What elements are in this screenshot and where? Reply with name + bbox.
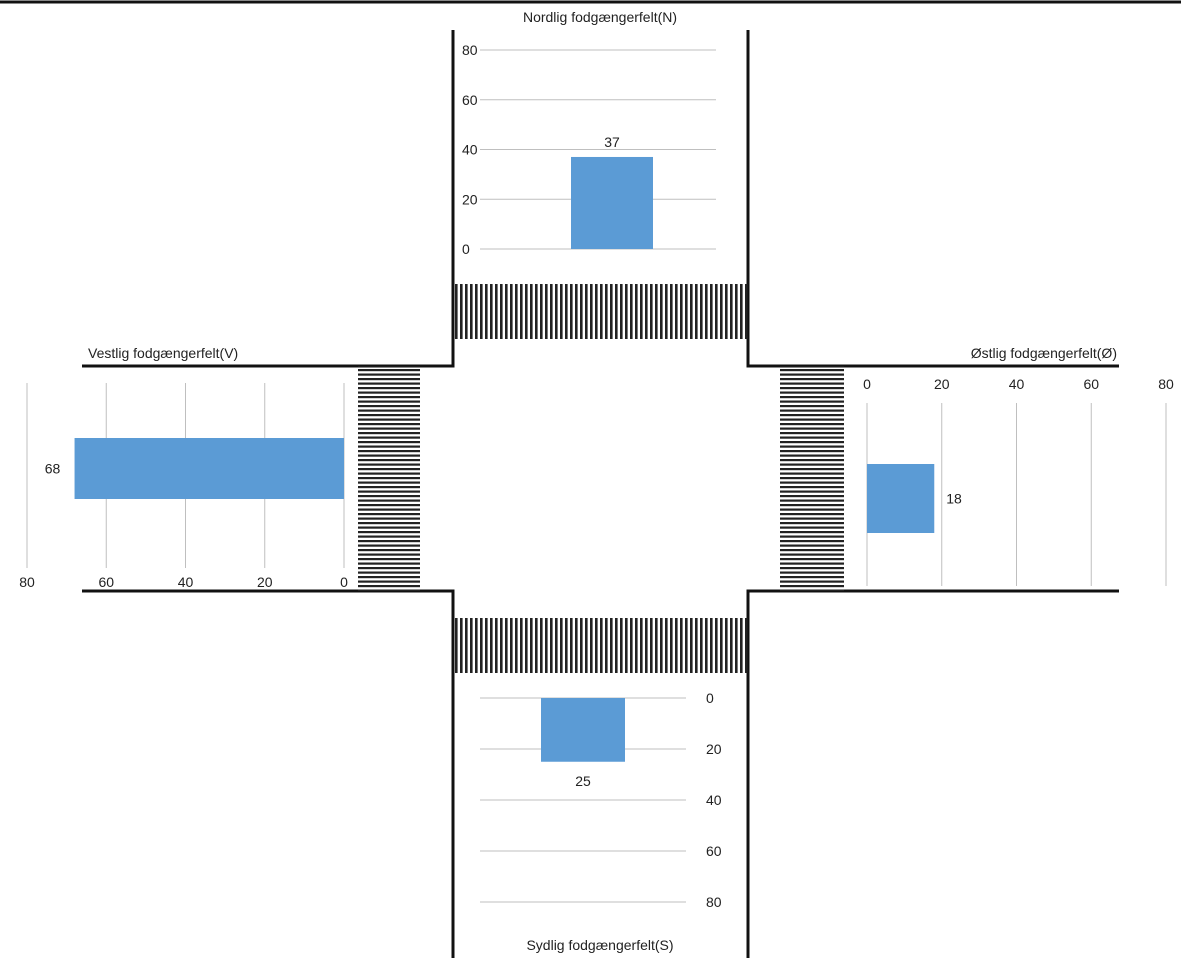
chart-south: Sydlig fodgængerfelt(S) 0 20 40 60 80 25	[480, 690, 722, 953]
tick-label-east: 60	[1083, 376, 1099, 392]
ticks-north: 0 20 40 60 80	[462, 42, 478, 257]
chart-north: Nordlig fodgængerfelt(N) 0 20 40 60 80 37	[462, 9, 716, 257]
tick-label-south: 20	[706, 741, 722, 757]
tick-label-west: 40	[178, 574, 194, 590]
crosswalk-north	[453, 284, 748, 339]
bar-south	[541, 698, 625, 762]
chart-east: Østlig fodgængerfelt(Ø) 0 20 40 60 80 18	[863, 345, 1174, 586]
tick-label-east: 80	[1158, 376, 1174, 392]
road-edge-north-west	[82, 30, 455, 368]
data-label-north: 37	[604, 134, 620, 150]
tick-label-south: 60	[706, 843, 722, 859]
bar-north	[571, 156, 653, 249]
ticks-west: 0 20 40 60 80	[19, 574, 348, 590]
data-label-south: 25	[575, 773, 591, 789]
tick-label-north: 0	[462, 241, 470, 257]
chart-title-south: Sydlig fodgængerfelt(S)	[526, 937, 673, 953]
tick-label-south: 0	[706, 690, 714, 706]
crosswalk-west	[358, 366, 420, 591]
tick-label-north: 40	[462, 142, 478, 158]
bar-west	[74, 438, 345, 499]
tick-label-west: 60	[98, 574, 114, 590]
crosswalks	[358, 284, 844, 673]
tick-label-west: 20	[257, 574, 273, 590]
grid-south	[480, 697, 686, 903]
road-edge-south-east	[746, 589, 1119, 958]
tick-label-north: 20	[462, 191, 478, 207]
tick-label-north: 80	[462, 42, 478, 58]
ticks-south: 0 20 40 60 80	[706, 690, 722, 910]
tick-label-north: 60	[462, 92, 478, 108]
bar-east	[867, 464, 935, 533]
tick-label-east: 0	[863, 376, 871, 392]
chart-title-north: Nordlig fodgængerfelt(N)	[523, 9, 677, 25]
tick-label-south: 40	[706, 792, 722, 808]
tick-label-south: 80	[706, 894, 722, 910]
road-edge-north-east	[746, 30, 1119, 368]
chart-title-west: Vestlig fodgængerfelt(V)	[88, 345, 238, 361]
crosswalk-south	[453, 618, 748, 673]
tick-label-east: 40	[1009, 376, 1025, 392]
ticks-east: 0 20 40 60 80	[863, 376, 1174, 392]
chart-west: Vestlig fodgængerfelt(V) 0 20 40 60 80 68	[19, 345, 348, 590]
tick-label-east: 20	[934, 376, 950, 392]
chart-title-east: Østlig fodgængerfelt(Ø)	[971, 345, 1117, 361]
grid-east	[866, 403, 1167, 586]
data-label-west: 68	[45, 461, 61, 477]
crosswalk-east	[780, 366, 844, 591]
tick-label-west: 0	[340, 574, 348, 590]
tick-label-west: 80	[19, 574, 35, 590]
road-edge-south-west	[82, 589, 455, 958]
data-label-east: 18	[946, 491, 962, 507]
